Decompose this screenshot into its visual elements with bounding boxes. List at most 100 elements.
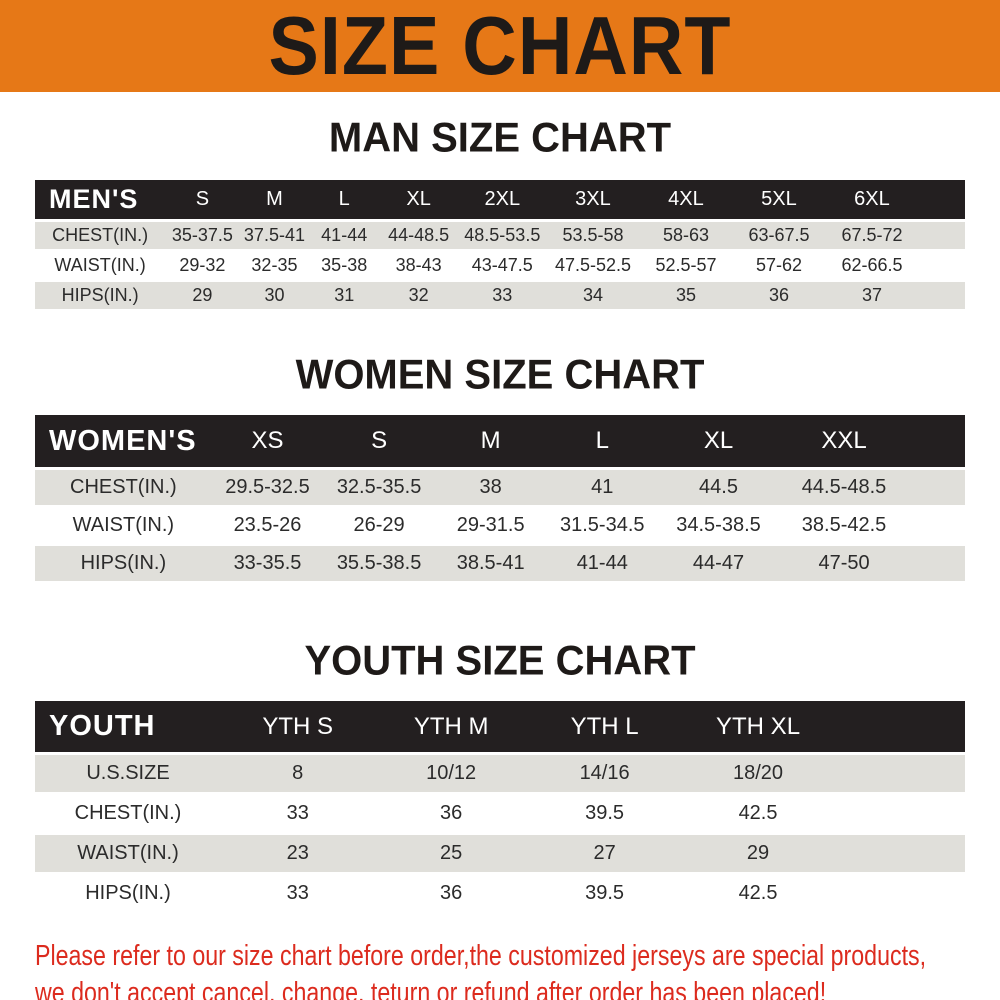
measurement-value: 23.5-26 (211, 505, 324, 543)
table-header-label: YOUTH (49, 710, 156, 742)
section-title-man: MAN SIZE CHART (328, 114, 672, 162)
measurement-value: 25 (374, 832, 528, 872)
row-label: CHEST(IN.) (35, 467, 212, 505)
row-label: HIPS(IN.) (35, 872, 221, 912)
table-row: WAIST(IN.) 23.5-26 26-29 29-31.5 31.5-34.5 34… (35, 505, 965, 543)
measurement-value: 34 (546, 279, 640, 309)
measurement-value: 36 (374, 792, 528, 832)
table-header-label: MEN'S (49, 184, 139, 214)
measurement-value: 36 (732, 279, 826, 309)
size-column-header: XL (703, 427, 734, 454)
measurement-value: 42.5 (681, 792, 835, 832)
section-title-women: WOMEN SIZE CHART (295, 351, 705, 399)
measurement-value: 29-32 (165, 249, 240, 279)
row-label: WAIST(IN.) (35, 832, 221, 872)
spacer-cell (918, 219, 965, 249)
size-column-header: 6XL (854, 188, 890, 210)
size-column-header: 5XL (761, 188, 797, 210)
measurement-value: 10/12 (374, 752, 528, 792)
size-column-header: YTH S (262, 712, 334, 740)
spacer-cell (834, 752, 965, 792)
measurement-value: 29-31.5 (434, 505, 547, 543)
measurement-value: 29.5-32.5 (211, 467, 324, 505)
measurement-value: 31.5-34.5 (546, 505, 659, 543)
measurement-value: 32.5-35.5 (323, 467, 435, 505)
size-column-header: S (371, 427, 388, 454)
size-column-header: 3XL (575, 188, 611, 210)
measurement-value: 38.5-42.5 (778, 505, 910, 543)
measurement-value: 41-44 (546, 543, 659, 581)
men-size-table: MEN'S S M L XL 2XL 3XL 4XL 5XL 6XL CHEST(IN.) 35-37… (35, 180, 965, 309)
section-title-youth: YOUTH SIZE CHART (304, 637, 696, 685)
banner-title: SIZE CHART (268, 0, 732, 92)
table-row: WAIST(IN.) 23 25 27 29 (35, 832, 965, 872)
measurement-value: 32 (379, 279, 459, 309)
size-column-header: YTH XL (716, 712, 801, 740)
measurement-value: 29 (165, 279, 240, 309)
measurement-value: 37 (825, 279, 919, 309)
size-column-header: M (266, 188, 283, 210)
measurement-value: 38.5-41 (434, 543, 547, 581)
row-label: HIPS(IN.) (35, 543, 212, 581)
table-row: HIPS(IN.) 33-35.5 35.5-38.5 38.5-41 41-44 44-… (35, 543, 965, 581)
measurement-value: 23 (221, 832, 375, 872)
measurement-value: 44-47 (658, 543, 779, 581)
measurement-value: 33 (221, 792, 375, 832)
measurement-value: 57-62 (732, 249, 826, 279)
measurement-value: 52.5-57 (639, 249, 733, 279)
measurement-value: 29 (681, 832, 835, 872)
measurement-value: 47-50 (778, 543, 910, 581)
measurement-value: 44.5-48.5 (778, 467, 910, 505)
youth-size-table: YOUTH YTH S YTH M YTH L YTH XL U.S.SIZE 8 10/12… (35, 701, 965, 912)
disclaimer-line-1: Please refer to our size chart before or… (35, 940, 927, 972)
measurement-value: 43-47.5 (458, 249, 547, 279)
measurement-value: 41-44 (309, 219, 380, 249)
measurement-value: 67.5-72 (825, 219, 919, 249)
spacer-cell (909, 467, 965, 505)
measurement-value: 47.5-52.5 (546, 249, 640, 279)
spacer-cell (834, 872, 965, 912)
measurement-value: 14/16 (527, 752, 682, 792)
table-row: CHEST(IN.) 33 36 39.5 42.5 (35, 792, 965, 832)
measurement-value: 35-38 (309, 249, 380, 279)
spacer-cell (909, 415, 965, 467)
disclaimer: Please refer to our size chart before or… (35, 938, 965, 1000)
measurement-value: 63-67.5 (732, 219, 826, 249)
measurement-value: 39.5 (527, 792, 682, 832)
measurement-value: 37.5-41 (239, 219, 310, 249)
measurement-value: 48.5-53.5 (458, 219, 547, 249)
table-row: CHEST(IN.) 35-37.5 37.5-41 41-44 44-48.5 48.5… (35, 219, 965, 249)
measurement-value: 34.5-38.5 (658, 505, 779, 543)
spacer-cell (835, 701, 965, 752)
measurement-value: 42.5 (681, 872, 835, 912)
size-chart-banner: SIZE CHART (0, 0, 1000, 92)
row-label: U.S.SIZE (35, 752, 221, 792)
table-row: CHEST(IN.) 29.5-32.5 32.5-35.5 38 41 44.5 44.5… (35, 467, 965, 505)
measurement-value: 33 (458, 279, 547, 309)
measurement-value: 26-29 (323, 505, 435, 543)
spacer-cell (918, 249, 965, 279)
size-column-header: XXL (821, 427, 867, 454)
measurement-value: 62-66.5 (825, 249, 919, 279)
measurement-value: 33 (221, 872, 375, 912)
table-row: HIPS(IN.) 29 30 31 32 33 34 35 36 37 (35, 279, 965, 309)
measurement-value: 27 (527, 832, 682, 872)
spacer-cell (834, 832, 965, 872)
size-column-header: XL (406, 188, 431, 210)
size-column-header: L (338, 188, 350, 210)
measurement-value: 58-63 (639, 219, 733, 249)
row-label: WAIST(IN.) (35, 249, 166, 279)
measurement-value: 33-35.5 (211, 543, 324, 581)
measurement-value: 30 (239, 279, 310, 309)
spacer-cell (909, 505, 965, 543)
measurement-value: 39.5 (527, 872, 682, 912)
measurement-value: 18/20 (681, 752, 835, 792)
table-header-row: MEN'S S M L XL 2XL 3XL 4XL 5XL 6XL (35, 180, 965, 219)
spacer-cell (834, 792, 965, 832)
measurement-value: 35.5-38.5 (323, 543, 435, 581)
row-label: CHEST(IN.) (35, 792, 221, 832)
disclaimer-line-2: we don't accept cancel, change, teturn o… (35, 977, 827, 1000)
size-column-header: M (480, 427, 501, 454)
table-row: HIPS(IN.) 33 36 39.5 42.5 (35, 872, 965, 912)
measurement-value: 32-35 (239, 249, 310, 279)
